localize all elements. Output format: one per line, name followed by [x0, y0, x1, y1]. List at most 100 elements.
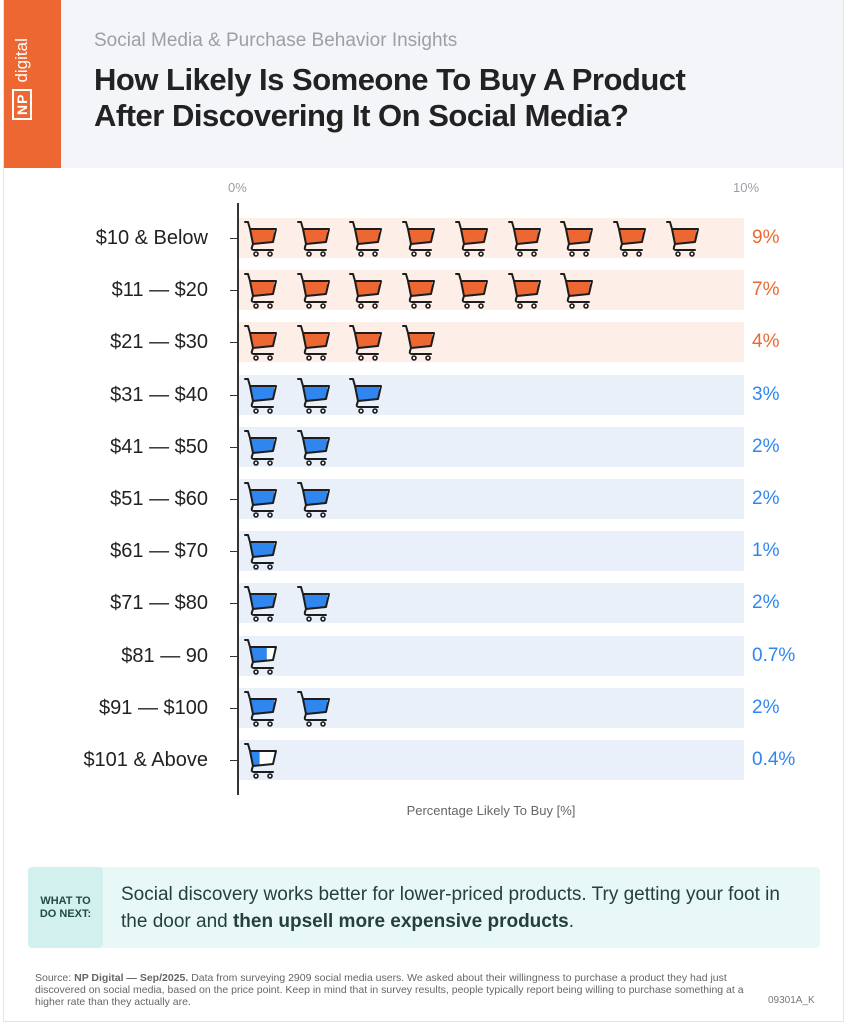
chart-row: $101 & Above 0.4% — [0, 740, 847, 780]
shopping-cart-icon — [244, 690, 277, 727]
axis-tick — [230, 446, 237, 448]
shopping-cart-icon — [244, 743, 277, 779]
axis-tick — [230, 760, 237, 761]
axis-tick — [230, 707, 237, 709]
shopping-cart-icon — [296, 377, 330, 414]
source-label: Source: — [35, 972, 75, 984]
title-line-2: After Discovering It On Social Media? — [94, 98, 629, 133]
shopping-cart-icon — [244, 221, 277, 257]
shopping-cart-icon — [244, 638, 277, 675]
x-tick-10: 10% — [733, 180, 760, 195]
shopping-cart-icon — [244, 377, 277, 414]
shopping-cart-icon — [349, 325, 383, 362]
category-label: $101 & Above — [83, 749, 208, 771]
page-title: How Likely Is Someone To Buy A Product Af… — [94, 62, 686, 134]
value-label: 2% — [752, 488, 780, 509]
axis-tick — [230, 290, 237, 292]
shopping-cart-icon — [612, 221, 646, 257]
axis-tick — [230, 499, 237, 500]
tip-badge: WHAT TO DO NEXT: — [28, 867, 103, 948]
chart-row: $61 — $70 1% — [0, 531, 847, 572]
chart-row: $71 — $80 2% — [0, 583, 847, 624]
value-label: 2% — [752, 592, 780, 614]
shopping-cart-icon — [244, 273, 277, 309]
shopping-cart-icon — [402, 221, 436, 257]
axis-tick — [230, 342, 237, 344]
shopping-cart-icon — [402, 273, 436, 309]
shopping-cart-icon — [244, 482, 277, 518]
category-label: $41 — $50 — [110, 435, 208, 458]
shopping-cart-icon — [402, 325, 436, 362]
shopping-cart-icon — [244, 325, 277, 362]
shopping-cart-icon — [244, 534, 277, 570]
x-axis-label: Percentage Likely To Buy [%] — [406, 803, 576, 818]
shopping-cart-icon — [296, 482, 330, 518]
category-label: $91 — $100 — [99, 696, 208, 719]
category-label: $31 — $40 — [110, 383, 208, 406]
tip-text-end: . — [568, 911, 575, 932]
value-label: 0.4% — [752, 749, 796, 770]
category-label: $81 — 90 — [121, 644, 208, 667]
tip-text-plain: Social discovery works better for lower-… — [121, 884, 780, 932]
shopping-cart-icon — [296, 221, 330, 257]
value-label: 4% — [752, 331, 780, 353]
shopping-cart-icon — [560, 221, 594, 257]
chart-row: $51 — $60 2% — [0, 479, 847, 519]
chart-row: $31 — $40 3% — [0, 374, 847, 415]
shopping-cart-icon — [349, 221, 383, 257]
value-label: 3% — [752, 383, 780, 405]
value-label: 1% — [752, 540, 780, 562]
shopping-cart-icon — [560, 273, 594, 309]
shopping-cart-icon — [665, 221, 699, 257]
chart-row: $41 — $50 2% — [0, 426, 847, 467]
logo-box: NP — [12, 88, 32, 120]
value-label: 0.7% — [752, 644, 796, 666]
shopping-cart-icon — [244, 429, 277, 466]
source-note: Source: NP Digital — Sep/2025. Data from… — [35, 972, 755, 1008]
value-label: 2% — [752, 435, 780, 457]
axis-tick — [230, 394, 237, 396]
logo-word: digital — [12, 38, 31, 83]
axis-tick — [230, 238, 237, 239]
title-line-1: How Likely Is Someone To Buy A Product — [94, 62, 686, 97]
chart-row: $21 — $30 4% — [0, 322, 847, 363]
row-background — [239, 531, 744, 572]
subtitle: Social Media & Purchase Behavior Insight… — [94, 30, 458, 51]
value-label: 2% — [752, 696, 780, 718]
shopping-cart-icon — [296, 429, 330, 466]
axis-tick — [230, 655, 237, 657]
category-label: $21 — $30 — [110, 331, 208, 354]
chart-row: $11 — $20 7% — [0, 270, 847, 311]
header — [4, 0, 843, 168]
row-background — [239, 635, 744, 676]
shopping-cart-icon — [296, 586, 330, 623]
value-label: 9% — [752, 227, 780, 248]
shopping-cart-icon — [507, 273, 541, 309]
shopping-cart-icon — [507, 221, 541, 257]
chart-row: $81 — 90 0.7% — [0, 635, 847, 676]
shopping-cart-icon — [296, 690, 330, 727]
x-tick-0: 0% — [228, 180, 247, 195]
shopping-cart-icon — [454, 273, 488, 309]
category-label: $61 — $70 — [110, 540, 208, 563]
source-bold: NP Digital — Sep/2025. — [74, 972, 189, 984]
tip-text-bold: then upsell more expensive products — [232, 911, 569, 932]
y-axis-line — [237, 203, 239, 795]
graphic-code: 09301A_K — [768, 995, 815, 1006]
np-digital-logo: NP digital — [4, 0, 61, 168]
shopping-cart-icon — [454, 221, 488, 257]
axis-tick — [230, 603, 237, 605]
what-to-do-next-box: WHAT TO DO NEXT: Social discovery works … — [28, 867, 820, 948]
category-label: $51 — $60 — [110, 488, 208, 510]
row-background — [239, 740, 744, 780]
shopping-cart-icon — [296, 325, 330, 362]
source-text: Data from surveying 2909 social media us… — [35, 972, 744, 1008]
category-label: $10 & Below — [95, 227, 208, 249]
chart-row: $91 — $100 2% — [0, 687, 847, 728]
value-label: 7% — [752, 279, 780, 301]
category-label: $11 — $20 — [111, 279, 208, 302]
shopping-cart-icon — [349, 377, 383, 414]
shopping-cart-icon — [349, 273, 383, 309]
category-label: $71 — $80 — [110, 592, 208, 615]
tip-text: Social discovery works better for lower-… — [121, 881, 801, 935]
